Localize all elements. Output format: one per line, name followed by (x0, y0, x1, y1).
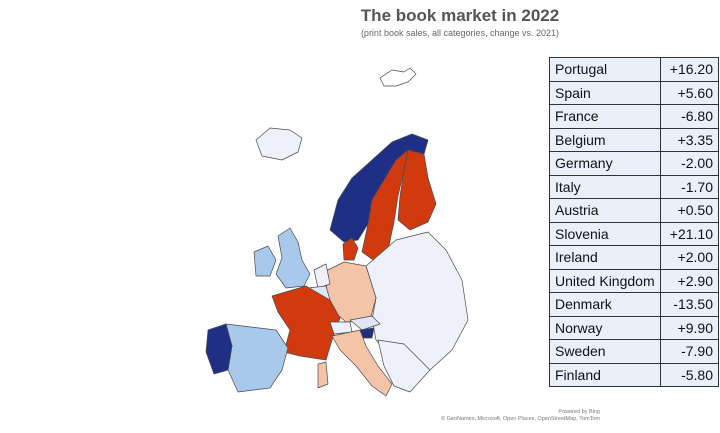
change-value: +0.50 (659, 198, 720, 223)
change-value: +2.00 (659, 245, 720, 270)
table-row: Italy -1.70 (549, 174, 720, 199)
table-row: Denmark -13.50 (549, 292, 720, 317)
map-attribution: © GeoNames, Microsoft, Open Places, Open… (441, 416, 600, 422)
change-value: +5.60 (659, 80, 720, 105)
change-value: +9.90 (659, 315, 720, 340)
change-value: -7.90 (659, 339, 720, 364)
france-shape (271, 285, 341, 361)
country-name: Finland (549, 362, 661, 387)
country-name: Portugal (549, 57, 661, 82)
country-name: Italy (549, 174, 661, 199)
change-value: -2.00 (659, 151, 720, 176)
change-value: +2.90 (659, 268, 720, 293)
change-value: -1.70 (659, 174, 720, 199)
powered-by-label: Powered by Bing (558, 409, 600, 415)
ireland-shape (253, 245, 277, 277)
table-row: Slovenia +21.10 (549, 221, 720, 246)
balkans-shape (377, 339, 431, 393)
table-row: Sweden -7.90 (549, 339, 720, 364)
change-value: +16.20 (659, 57, 720, 82)
table-row: Austria +0.50 (549, 198, 720, 223)
map-subtitle: (print book sales, all categories, chang… (360, 28, 560, 38)
country-name: Germany (549, 151, 661, 176)
spain-shape (225, 323, 289, 393)
country-name: Spain (549, 80, 661, 105)
change-value: +3.35 (659, 127, 720, 152)
iceland-shape (255, 127, 303, 161)
country-name: United Kingdom (549, 268, 661, 293)
country-name: Belgium (549, 127, 661, 152)
map-title: The book market in 2022 (360, 6, 560, 25)
denmark-shape (342, 237, 359, 261)
table-row: Spain +5.60 (549, 80, 720, 105)
country-name: Denmark (549, 292, 661, 317)
austria-shape (349, 315, 381, 331)
change-value: +21.10 (659, 221, 720, 246)
table-row: United Kingdom +2.90 (549, 268, 720, 293)
country-name: Slovenia (549, 221, 661, 246)
united-kingdom-shape (275, 227, 311, 289)
svalbard-shape (379, 67, 417, 87)
table-row: Belgium +3.35 (549, 127, 720, 152)
sardinia-shape (317, 361, 329, 389)
portugal-shape (205, 323, 233, 375)
netherlands-shape (313, 263, 331, 289)
table-row: Germany -2.00 (549, 151, 720, 176)
finland-shape (397, 149, 437, 231)
sales-change-table: Portugal +16.20 Spain +5.60 France -6.80 Belgi… (549, 57, 720, 387)
change-value: -5.80 (659, 362, 720, 387)
table-row: Norway +9.90 (549, 315, 720, 340)
change-value: -6.80 (659, 104, 720, 129)
table-row: Finland -5.80 (549, 362, 720, 387)
country-name: France (549, 104, 661, 129)
country-name: Norway (549, 315, 661, 340)
table-row: Ireland +2.00 (549, 245, 720, 270)
country-name: Ireland (549, 245, 661, 270)
europe-map (205, 67, 469, 397)
country-name: Austria (549, 198, 661, 223)
italy-shape (331, 329, 393, 397)
change-value: -13.50 (659, 292, 720, 317)
table-row: Portugal +16.20 (549, 57, 720, 82)
country-name: Sweden (549, 339, 661, 364)
table-row: France -6.80 (549, 104, 720, 129)
